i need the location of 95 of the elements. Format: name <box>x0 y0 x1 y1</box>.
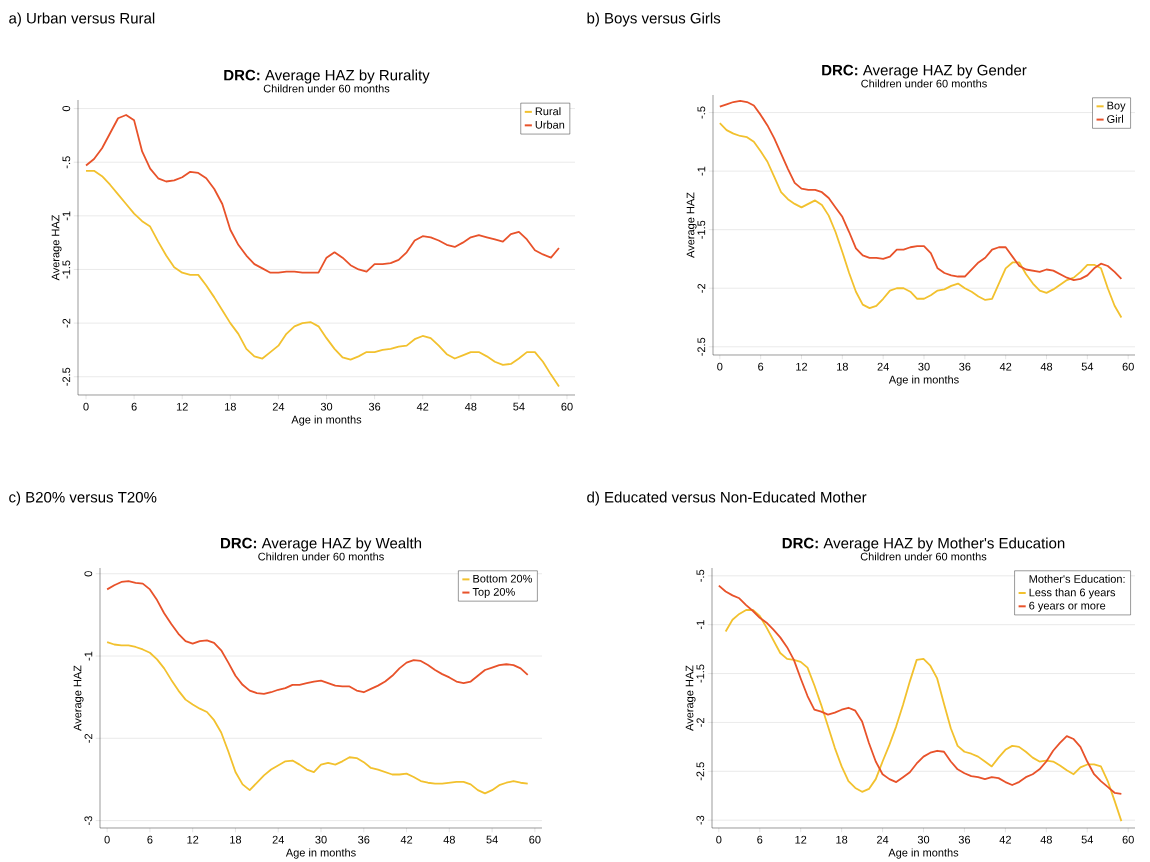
legend-label: Top 20% <box>472 587 515 598</box>
y-tick-label: -1 <box>696 620 705 630</box>
x-tick-label: 60 <box>561 402 573 411</box>
legend-label: Rural <box>535 107 561 116</box>
x-tick-label: 0 <box>104 835 110 844</box>
line-series <box>717 584 1123 795</box>
x-tick-label: 18 <box>225 402 236 411</box>
x-tick-label: 12 <box>795 835 807 844</box>
y-tick-label: -2 <box>84 733 93 743</box>
x-tick-label: 24 <box>272 402 285 411</box>
x-tick-label: 30 <box>917 835 930 844</box>
x-tick-label: 42 <box>999 362 1012 371</box>
x-tick-label: 60 <box>1122 835 1134 844</box>
chart-title: DRC: Average HAZ by Gender <box>822 64 1027 79</box>
x-tick-label: 6 <box>757 835 763 844</box>
line-series <box>85 169 560 388</box>
legend-label: Bottom 20% <box>473 574 532 583</box>
text: b) Boys versus Girls <box>587 12 721 27</box>
x-tick-label: 6 <box>131 402 137 411</box>
x-tick-label: 48 <box>443 835 455 844</box>
x-tick-label: 36 <box>368 402 381 411</box>
legend-label: Girl <box>1107 114 1123 123</box>
text: d) Educated versus Non-Educated Mother <box>587 491 867 506</box>
x-tick-label: 6 <box>147 835 153 844</box>
y-tick-label: -2 <box>62 318 71 328</box>
y-tick-label: -2.5 <box>696 762 705 781</box>
y-tick-label: -1.5 <box>697 220 706 239</box>
y-axis-title: Average HAZ <box>51 214 62 281</box>
legend-label: 6 years or more <box>1029 601 1106 612</box>
x-tick-label: 6 <box>758 362 764 371</box>
x-tick-label: 54 <box>1081 835 1094 844</box>
chart-title: DRC: Average HAZ by Rurality <box>224 69 430 84</box>
x-tick-label: 0 <box>716 835 722 844</box>
x-tick-label: 18 <box>836 835 848 844</box>
legend-label: Boy <box>1107 101 1126 112</box>
x-axis-title: Age in months <box>888 375 959 386</box>
x-tick-label: 48 <box>464 402 477 411</box>
y-tick-label: -.5 <box>62 156 71 169</box>
x-tick-label: 54 <box>486 835 498 844</box>
y-tick-label: -3 <box>84 816 93 825</box>
chart-title: DRC: Average HAZ by Mother's Education <box>782 537 1065 552</box>
x-axis-title: Age in months <box>291 415 362 426</box>
y-tick-label: -1 <box>62 211 71 221</box>
x-tick-label: 36 <box>959 362 971 371</box>
y-tick-label: -2 <box>697 283 706 293</box>
x-tick-label: 24 <box>272 835 285 844</box>
x-tick-label: 42 <box>999 835 1011 844</box>
x-axis-title: Age in months <box>285 848 356 859</box>
y-axis-title: Average HAZ <box>685 665 696 731</box>
x-tick-label: 18 <box>837 362 848 371</box>
x-axis-title: Age in months <box>888 848 959 859</box>
x-tick-label: 30 <box>315 835 327 844</box>
y-tick-label: 0 <box>62 105 71 112</box>
x-tick-label: 0 <box>717 362 723 371</box>
y-tick-label: -.5 <box>696 569 705 582</box>
y-tick-label: -1.5 <box>62 260 71 279</box>
x-tick-label: 12 <box>176 402 188 411</box>
x-tick-label: 30 <box>320 402 333 411</box>
y-tick-label: 0 <box>84 571 93 577</box>
x-tick-label: 48 <box>1040 835 1052 844</box>
y-tick-label: -1 <box>697 166 706 176</box>
legend-title: Mother's Education: <box>1029 574 1125 583</box>
text: a) Urban versus Rural <box>9 12 155 27</box>
x-tick-label: 42 <box>416 402 429 411</box>
x-tick-label: 54 <box>513 402 525 411</box>
chart-title: DRC: Average HAZ by Wealth <box>221 537 422 552</box>
y-tick-label: -1 <box>84 651 93 661</box>
text: c) B20% versus T20% <box>9 491 157 506</box>
x-tick-label: 18 <box>230 835 242 844</box>
y-axis-title: Average HAZ <box>73 665 84 731</box>
chart-subtitle: Children under 60 months <box>258 552 384 561</box>
x-tick-label: 36 <box>358 835 370 844</box>
x-tick-label: 24 <box>877 362 889 371</box>
chart-subtitle: Children under 60 months <box>861 79 987 88</box>
legend-label: Less than 6 years <box>1029 588 1116 599</box>
x-tick-label: 12 <box>187 835 199 844</box>
y-tick-label: -3 <box>696 815 705 825</box>
chart-subtitle: Children under 60 months <box>263 84 390 93</box>
y-tick-label: -1.5 <box>696 664 705 683</box>
x-tick-label: 24 <box>877 835 889 844</box>
x-tick-label: 36 <box>958 835 971 844</box>
x-tick-label: 42 <box>400 835 413 844</box>
y-tick-label: -2.5 <box>697 337 706 356</box>
y-tick-label: -.5 <box>697 106 706 119</box>
x-tick-label: 12 <box>796 362 808 371</box>
x-tick-label: 48 <box>1040 362 1053 371</box>
y-tick-label: -2 <box>696 718 705 727</box>
x-tick-label: 60 <box>529 835 541 844</box>
chart-subtitle: Children under 60 months <box>860 552 987 561</box>
y-axis-title: Average HAZ <box>686 192 697 258</box>
legend-label: Urban <box>535 120 565 129</box>
x-tick-label: 30 <box>918 362 930 371</box>
x-tick-label: 60 <box>1122 362 1134 371</box>
y-tick-label: -2.5 <box>62 367 71 386</box>
x-tick-label: 54 <box>1081 362 1094 371</box>
